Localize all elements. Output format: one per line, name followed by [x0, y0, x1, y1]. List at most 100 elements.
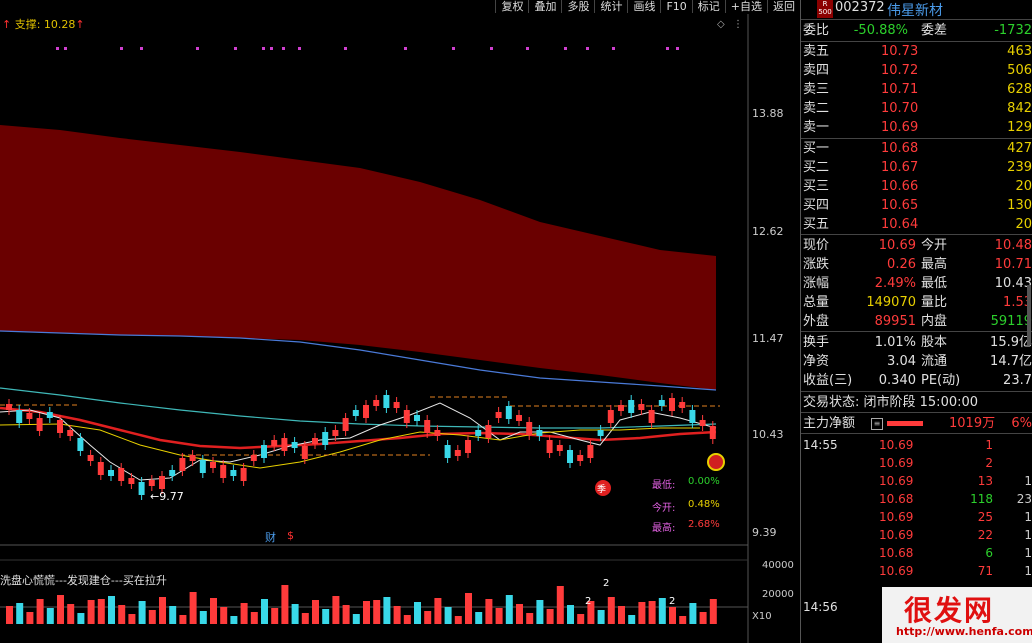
level-volume: 130: [1007, 198, 1032, 213]
candle-body: [454, 450, 461, 456]
volume-bar: [475, 612, 483, 624]
candle-body: [220, 465, 227, 478]
season-icon-2: [707, 453, 725, 471]
candle-body: [108, 470, 114, 476]
stat-value: 0.26: [887, 257, 916, 272]
toolbar-button[interactable]: F10: [660, 0, 691, 13]
toolbar-button[interactable]: 画线: [627, 0, 660, 13]
toolbar-button[interactable]: 统计: [594, 0, 627, 13]
level-volume: 20: [1015, 217, 1032, 232]
orderbook-row[interactable]: 卖四 10.72 506: [801, 61, 1032, 80]
volume-bar: [444, 607, 452, 624]
orderbook-row[interactable]: 买四 10.65 130: [801, 196, 1032, 215]
volume-indicator-title: 洗盘心慌慌---发现建仓---买在拉升: [0, 574, 167, 587]
level-label: 卖三: [803, 82, 830, 97]
stat-row: 收益(三) 0.340 PE(动) 23.7: [801, 371, 1032, 390]
kline-chart[interactable]: ◇ ⋮: [0, 0, 800, 643]
arrow-up-icon: ↑: [75, 18, 85, 31]
volume-bar: [546, 609, 554, 624]
stock-name[interactable]: 伟星新材: [887, 3, 943, 19]
dropdown-icon[interactable]: ⋮: [733, 19, 743, 30]
candle-body: [148, 480, 155, 486]
orderbook-row[interactable]: 买五 10.64 20: [801, 215, 1032, 234]
tick-time: 14:56: [803, 600, 838, 614]
toolbar-button[interactable]: 复权: [495, 0, 528, 13]
tick-volume: 6: [985, 546, 993, 560]
volume-bar: [648, 601, 656, 624]
volume-bar: [87, 600, 95, 624]
stat-value: 0.340: [878, 373, 916, 388]
candle-body: [414, 415, 420, 421]
toolbar-button[interactable]: 叠加: [528, 0, 561, 13]
candle-body: [36, 418, 43, 431]
finance-icon[interactable]: 财: [265, 531, 276, 544]
tick-volume: 71: [977, 564, 993, 578]
orderbook-row[interactable]: 卖五 10.73 463: [801, 42, 1032, 61]
main-flow-pct: 6%: [1011, 416, 1032, 431]
level-volume: 20: [1015, 179, 1032, 194]
volume-bar: [16, 603, 24, 624]
trade-status: 交易状态: 闭市阶段 15:00:00: [801, 393, 1032, 412]
arrow-up-icon: ↑: [2, 18, 15, 31]
low-annotation: ←9.77: [150, 490, 184, 503]
candle-body: [658, 400, 665, 406]
candles: [6, 390, 716, 500]
signal-dot: [676, 47, 679, 50]
volume-bar: [230, 616, 238, 624]
signal-dot: [452, 47, 455, 50]
candle-body: [250, 455, 257, 461]
candle-body: [403, 410, 410, 423]
level-label: 卖五: [803, 44, 830, 59]
volume-bar: [77, 613, 85, 624]
level-label: 买四: [803, 198, 830, 213]
candle-body: [332, 430, 339, 436]
orderbook-row[interactable]: 买二 10.67 239: [801, 158, 1032, 177]
weibi-label: 委比: [803, 23, 830, 38]
stat-row: 净资 3.04 流通 14.7亿: [801, 352, 1032, 371]
stat-low-label: 最低:: [652, 480, 676, 491]
toolbar-button[interactable]: 多股: [561, 0, 594, 13]
diamond-icon[interactable]: ◇: [717, 19, 725, 30]
orderbook-row[interactable]: 买三 10.66 20: [801, 177, 1032, 196]
ma-line-white: [0, 402, 717, 481]
kline-chart-area[interactable]: ◇ ⋮ 复权 叠加 多股 统计 画线 F10 标记 +自选 返回 ↑ 支撑: 10.28↑ 13…: [0, 0, 800, 643]
stat-label: 涨跌: [803, 257, 830, 272]
toolbar-button[interactable]: 标记: [691, 0, 725, 13]
candle-body: [669, 398, 675, 411]
level-price: 10.66: [881, 179, 919, 194]
stat-label: 股本: [921, 335, 948, 350]
volume-bar: [424, 611, 432, 624]
volume-bar: [699, 612, 707, 624]
stat-value: 2.49%: [874, 276, 916, 291]
level-label: 卖一: [803, 120, 830, 135]
stat-label: 最低: [921, 276, 948, 291]
orderbook-row[interactable]: 卖二 10.70 842: [801, 99, 1032, 118]
stock-code: 002372: [835, 0, 885, 15]
scrollbar[interactable]: [1027, 285, 1031, 345]
orderbook-row[interactable]: 卖三 10.71 628: [801, 80, 1032, 99]
tick-price: 10.69: [879, 510, 914, 524]
tick-volume: 22: [977, 528, 993, 542]
candle-body: [648, 410, 655, 423]
candle-body: [679, 402, 686, 408]
toolbar-button[interactable]: 返回: [767, 0, 800, 13]
main-flow-row[interactable]: 主力净额 ≡ 1019万 6%: [801, 414, 1032, 433]
level-price: 10.71: [881, 82, 919, 97]
toolbar-button[interactable]: +自选: [724, 0, 767, 13]
orderbook-row[interactable]: 卖一 10.69 129: [801, 118, 1032, 137]
volume-bar: [628, 615, 636, 624]
candle-body: [556, 445, 563, 451]
trade-status-text: 交易状态: 闭市阶段 15:00:00: [803, 395, 979, 410]
volume-bar: [57, 595, 64, 624]
tick-extra: 1: [1024, 546, 1032, 560]
tick-extra: 23: [1016, 492, 1032, 506]
menu-icon[interactable]: ≡: [871, 418, 883, 430]
candle-body: [546, 440, 553, 453]
watermark-text: 很发网: [904, 594, 995, 627]
orderbook-row[interactable]: 买一 10.68 427: [801, 139, 1032, 158]
stat-label: 今开: [921, 238, 948, 253]
signal-dot: [270, 47, 273, 50]
candle-body: [87, 455, 94, 461]
dollar-icon[interactable]: $: [287, 529, 294, 542]
watermark: 很发网 http://www.henfa.com: [882, 587, 1032, 643]
